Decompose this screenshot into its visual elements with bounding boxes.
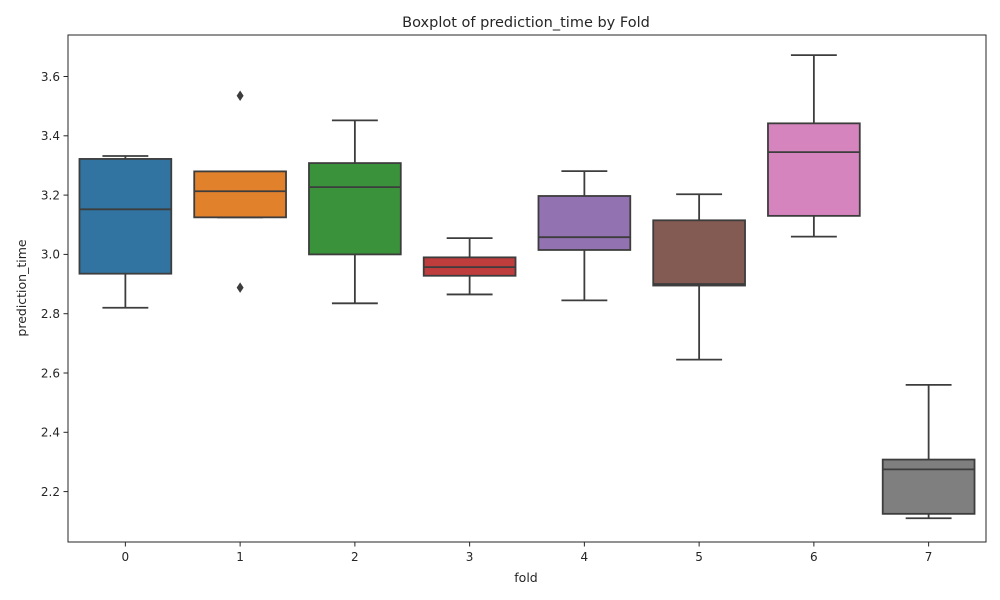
box-group-fold-5 [652,193,746,361]
plot-frame [67,34,987,543]
box-iqr [537,195,632,251]
y-axis: 2.2 2.4 2.6 2.8 3.0 3.2 3.4 3.6 [41,70,68,499]
box-group-fold-4 [537,170,632,302]
x-tick-label: 5 [695,550,703,564]
outlier-point [236,282,244,293]
x-tick-label: 4 [581,550,589,564]
y-tick-label: 3.0 [41,248,60,262]
box-iqr [193,170,287,219]
y-tick-label: 3.6 [41,70,60,84]
box-group-fold-3 [422,237,517,296]
x-tick-label: 2 [351,550,359,564]
box-group-fold-2 [308,119,402,305]
box-iqr [308,162,402,256]
y-axis-label: prediction_time [14,239,29,337]
y-tick-label: 2.4 [41,426,60,440]
x-tick-label: 1 [236,550,244,564]
box-group-fold-7 [881,383,976,520]
x-axis: 0 1 2 3 4 5 6 7 [122,542,933,564]
plot-area [78,54,976,520]
y-tick-label: 3.2 [41,188,60,202]
box-iqr [767,122,861,217]
y-tick-label: 2.8 [41,307,60,321]
box-iqr [881,458,976,515]
y-tick-label: 2.6 [41,366,60,380]
box-group-fold-6 [767,54,861,238]
box-group-fold-0 [78,155,173,309]
x-tick-label: 0 [122,550,130,564]
box-group-fold-1 [193,90,287,293]
box-iqr [652,219,746,287]
x-tick-label: 6 [810,550,818,564]
x-tick-label: 7 [925,550,933,564]
outlier-point [236,90,244,102]
box-iqr [78,158,173,275]
y-tick-label: 2.2 [41,485,60,499]
chart-title: Boxplot of prediction_time by Fold [402,15,650,31]
y-tick-label: 3.4 [41,129,60,143]
x-axis-label: fold [514,570,537,585]
x-tick-label: 3 [466,550,474,564]
